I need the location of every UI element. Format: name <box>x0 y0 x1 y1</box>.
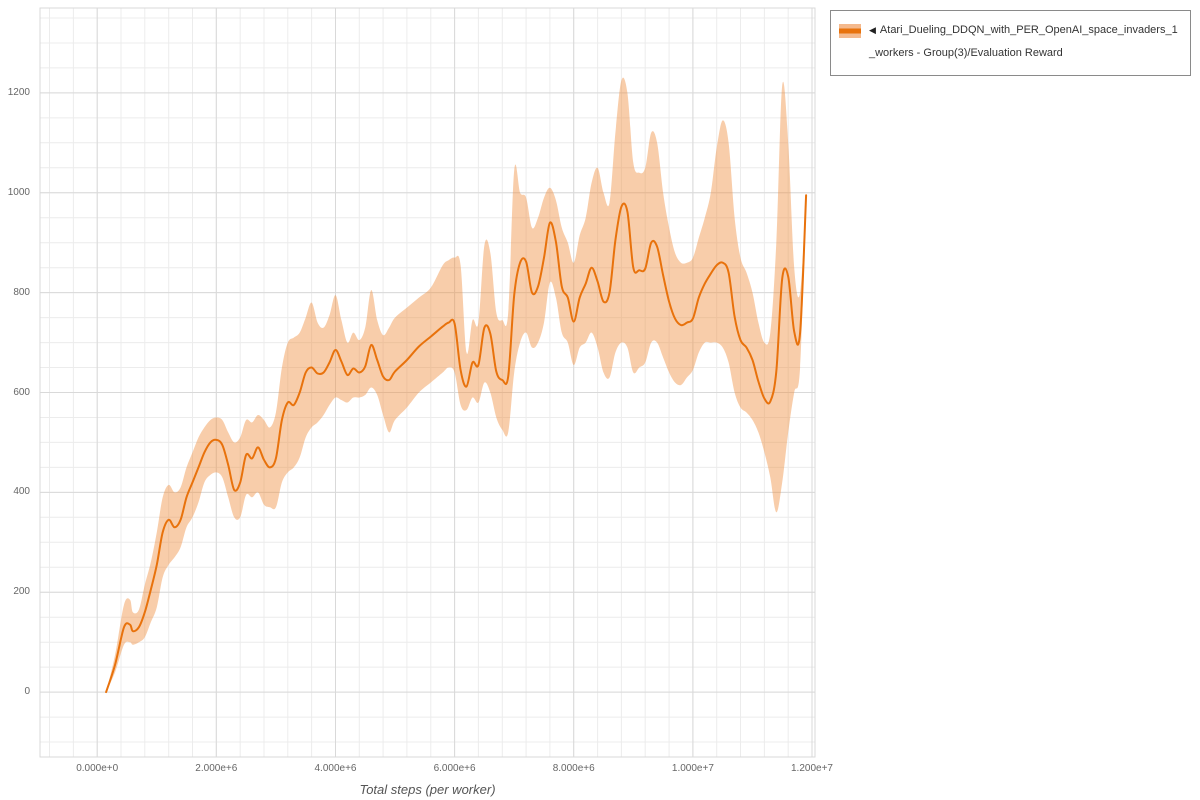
y-tick-label: 600 <box>13 386 30 398</box>
y-tick-label: 1200 <box>7 86 30 98</box>
y-tick-label: 200 <box>13 586 30 598</box>
x-tick-label: 1.200e+7 <box>791 763 833 774</box>
x-tick-label: 0.000e+0 <box>76 763 119 774</box>
legend-swatch <box>839 24 861 38</box>
x-tick-label: 6.000e+6 <box>433 763 476 774</box>
x-tick-label: 1.000e+7 <box>671 763 714 774</box>
x-tick-label: 2.000e+6 <box>195 763 238 774</box>
y-tick-label: 1000 <box>7 186 30 198</box>
y-tick-label: 400 <box>13 486 30 498</box>
x-tick-label: 4.000e+6 <box>314 763 357 774</box>
y-tick-label: 800 <box>13 286 30 298</box>
legend-series-label: Atari_Dueling_DDQN_with_PER_OpenAI_space… <box>869 24 1178 59</box>
x-axis: 0.000e+0 2.000e+6 4.000e+6 6.000e+6 8.000e+6… <box>0 763 1200 777</box>
legend-collapse-icon[interactable]: ◀ <box>869 25 876 35</box>
y-axis: 0 200 400 600 800 1000 1200 <box>0 0 34 800</box>
x-axis-title: Total steps (per worker) <box>359 782 496 797</box>
x-tick-label: 8.000e+6 <box>552 763 595 774</box>
legend-entry: ◀ Atari_Dueling_DDQN_with_PER_OpenAI_spac… <box>869 19 1180 65</box>
y-tick-label: 0 <box>24 686 30 698</box>
legend[interactable]: ◀ Atari_Dueling_DDQN_with_PER_OpenAI_spac… <box>830 10 1191 76</box>
